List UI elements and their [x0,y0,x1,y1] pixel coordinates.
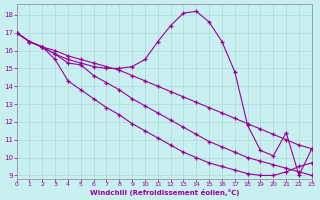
X-axis label: Windchill (Refroidissement éolien,°C): Windchill (Refroidissement éolien,°C) [90,189,239,196]
